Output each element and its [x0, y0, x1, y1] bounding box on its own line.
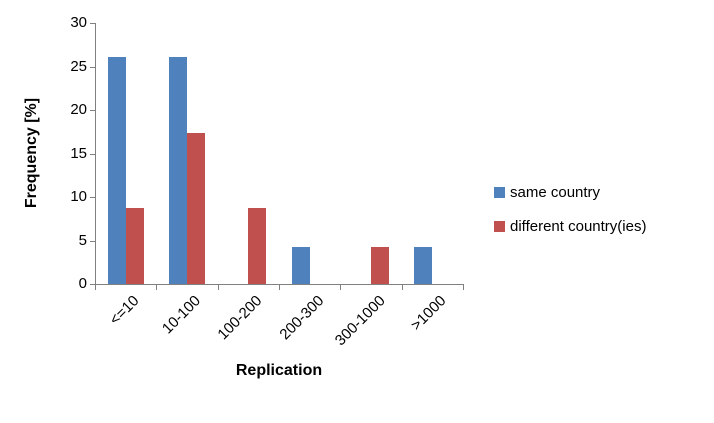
y-tick-label-30: 30	[70, 14, 87, 31]
x-tick-label-10: <=10	[106, 292, 143, 329]
bar-different-country-ies-100-200	[248, 208, 266, 284]
bar-same-country-10	[108, 57, 126, 284]
y-tick-label-10: 10	[70, 188, 87, 205]
y-tick-label-15: 15	[70, 144, 87, 162]
y-tick-label-20: 20	[70, 101, 87, 118]
x-tick	[218, 285, 219, 290]
legend-swatch-same-country	[494, 187, 505, 198]
x-tick	[340, 285, 341, 290]
y-tick	[90, 23, 95, 24]
x-axis-line	[95, 284, 464, 285]
bar-same-country-1000	[414, 247, 432, 284]
y-tick-label-0: 0	[78, 275, 87, 292]
y-tick	[90, 66, 95, 68]
bar-same-country-200-300	[292, 247, 310, 284]
legend: same country different country(ies)	[494, 183, 646, 251]
x-tick-label-1000: >1000	[407, 292, 450, 335]
legend-item-different-country-ies: different country(ies)	[494, 217, 646, 236]
y-tick	[90, 153, 95, 155]
y-tick-label-5: 5	[78, 231, 87, 249]
y-tick	[90, 110, 95, 111]
bar-same-country-10-100	[169, 57, 187, 284]
x-axis-title: Replication	[235, 362, 323, 379]
bar-different-country-ies-10-100	[187, 133, 205, 284]
x-tick	[463, 285, 464, 290]
x-tick	[95, 285, 96, 290]
y-tick	[90, 240, 95, 242]
x-tick	[156, 285, 157, 290]
x-tick	[402, 285, 403, 290]
y-tick-label-25: 25	[70, 57, 87, 75]
legend-label-same-country: same country	[510, 184, 601, 201]
plot-area	[95, 23, 463, 284]
x-tick-label-10-100: 10-100	[159, 292, 205, 338]
legend-label-different-country-ies: different country(ies)	[510, 218, 647, 235]
y-axis-title: Frequency [%]	[23, 97, 40, 209]
y-axis-line	[95, 23, 96, 285]
legend-item-same-country: same country	[494, 183, 646, 202]
y-tick	[90, 284, 95, 285]
x-tick	[279, 285, 280, 290]
y-tick	[90, 197, 95, 198]
x-tick-label-200-300: 200-300	[276, 292, 327, 344]
x-tick-label-100-200: 100-200	[214, 292, 266, 344]
x-tick-label-300-1000: 300-1000	[331, 292, 389, 350]
bar-different-country-ies-300-1000	[371, 247, 389, 284]
bar-different-country-ies-10	[126, 208, 144, 284]
legend-swatch-different-country-ies	[494, 221, 505, 232]
